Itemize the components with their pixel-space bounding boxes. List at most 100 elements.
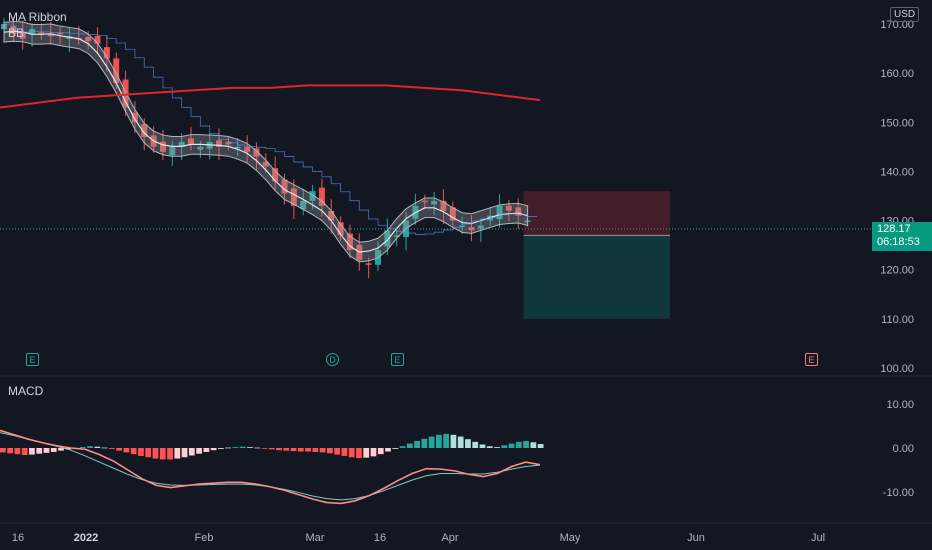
candle-body [178, 141, 185, 147]
macd-histogram-bar [392, 448, 399, 449]
price-tick-label: 100.00 [880, 363, 914, 375]
macd-histogram-bar [239, 446, 246, 448]
macd-histogram-bar [348, 448, 355, 458]
macd-histogram-bar [87, 446, 93, 448]
indicator-label-ma-ribbon[interactable]: MA Ribbon [8, 10, 67, 24]
candle-body [496, 205, 503, 220]
candle-body [337, 222, 344, 236]
candle-body [234, 146, 241, 149]
macd-histogram-bar [0, 448, 6, 453]
macd-histogram-bar [414, 440, 420, 448]
candle-body [272, 168, 279, 182]
macd-histogram-bar [50, 448, 57, 452]
macd-histogram-bar [515, 441, 522, 448]
candle-body [262, 161, 269, 167]
macd-histogram-bar [254, 447, 261, 449]
slow-ma-line [4, 23, 537, 235]
time-tick-label: Mar [306, 532, 325, 544]
candle-body [328, 210, 335, 221]
candle-body [141, 124, 148, 138]
macd-histogram-bar [94, 446, 101, 448]
macd-histogram-bar [65, 448, 72, 450]
macd-histogram-bar [261, 448, 268, 449]
macd-histogram-bar [523, 440, 529, 448]
price-tick-label: 140.00 [880, 166, 914, 178]
macd-histogram-bar [428, 436, 435, 448]
macd-histogram-bar [43, 448, 50, 453]
macd-histogram-bar [138, 448, 144, 456]
bar-countdown: 06:18:53 [877, 236, 920, 248]
candle-body [19, 32, 26, 39]
earnings-event-icon[interactable]: E [26, 353, 39, 366]
macd-pane [0, 429, 544, 505]
candle-body [216, 140, 223, 147]
time-tick-label: Feb [195, 532, 214, 544]
macd-histogram-bar [334, 448, 341, 455]
time-tick-label: 2022 [74, 532, 98, 544]
macd-histogram-bar [377, 448, 384, 455]
candle-body [449, 207, 456, 221]
macd-axis: 10.00 0.00 -10.00 [883, 399, 914, 499]
macd-histogram-bar [370, 448, 377, 457]
candle-body [393, 235, 400, 237]
macd-tick-label: 10.00 [886, 399, 914, 411]
macd-histogram-bar [312, 448, 319, 452]
earnings-event-icon[interactable]: E [391, 353, 404, 366]
reward-zone [523, 235, 670, 319]
macd-histogram-bar [225, 447, 232, 449]
currency-badge[interactable]: USD [890, 7, 920, 22]
macd-histogram-bar [450, 434, 457, 448]
macd-histogram-bar [276, 448, 282, 451]
price-tick-label: 110.00 [881, 314, 914, 326]
macd-histogram-bar [501, 445, 508, 448]
macd-histogram-bar [537, 444, 544, 448]
macd-histogram-bar [443, 433, 450, 448]
candle-body [290, 188, 297, 206]
macd-histogram-bar [319, 448, 326, 453]
upcoming-earnings-event-icon[interactable]: E [805, 353, 818, 366]
macd-tick-label: 0.00 [893, 443, 914, 455]
macd-histogram-bar [247, 447, 253, 448]
macd-histogram-bar [399, 446, 406, 448]
candle-body [10, 25, 17, 34]
candle-body [253, 148, 260, 157]
macd-histogram-bar [385, 448, 391, 452]
price-tick-label: 170.00 [880, 19, 914, 31]
time-axis: 16 2022 Feb Mar 16 Apr May Jun Jul [12, 532, 825, 544]
macd-histogram-bar [465, 439, 471, 448]
ma200-line [0, 84, 541, 109]
candle-body [47, 33, 54, 37]
macd-histogram-bar [188, 448, 195, 456]
macd-histogram-bar [341, 448, 348, 456]
macd-histogram-bar [472, 441, 479, 448]
candle-body [281, 179, 288, 194]
candle-body [85, 37, 92, 42]
macd-histogram-bar [203, 448, 210, 452]
last-price-tag: 128.17 06:18:53 [872, 222, 932, 251]
candle-body [365, 263, 372, 265]
candle-body [468, 227, 475, 231]
position-tool [523, 191, 670, 319]
dividend-event-icon[interactable]: D [326, 353, 339, 366]
candle-body [122, 79, 129, 108]
macd-histogram-bar [116, 448, 123, 451]
candle-body [300, 200, 307, 210]
macd-histogram-bar [130, 448, 137, 455]
candle-body [103, 47, 110, 59]
candle-body [477, 225, 484, 229]
macd-histogram-bar [152, 448, 159, 459]
ma-ribbon [3, 21, 537, 263]
candle-body [38, 32, 45, 34]
macd-histogram-bar [290, 448, 297, 452]
macd-histogram-bar [14, 448, 21, 455]
macd-histogram-bar [421, 438, 428, 448]
last-price: 128.17 [877, 223, 911, 235]
indicator-label-bb[interactable]: BB [8, 26, 25, 40]
price-tick-label: 150.00 [880, 117, 914, 129]
macd-histogram-bar [406, 443, 413, 448]
macd-histogram-bar [356, 448, 362, 459]
macd-histogram-bar [58, 448, 64, 451]
macd-label[interactable]: MACD [8, 384, 44, 398]
macd-histogram-bar [79, 447, 86, 448]
